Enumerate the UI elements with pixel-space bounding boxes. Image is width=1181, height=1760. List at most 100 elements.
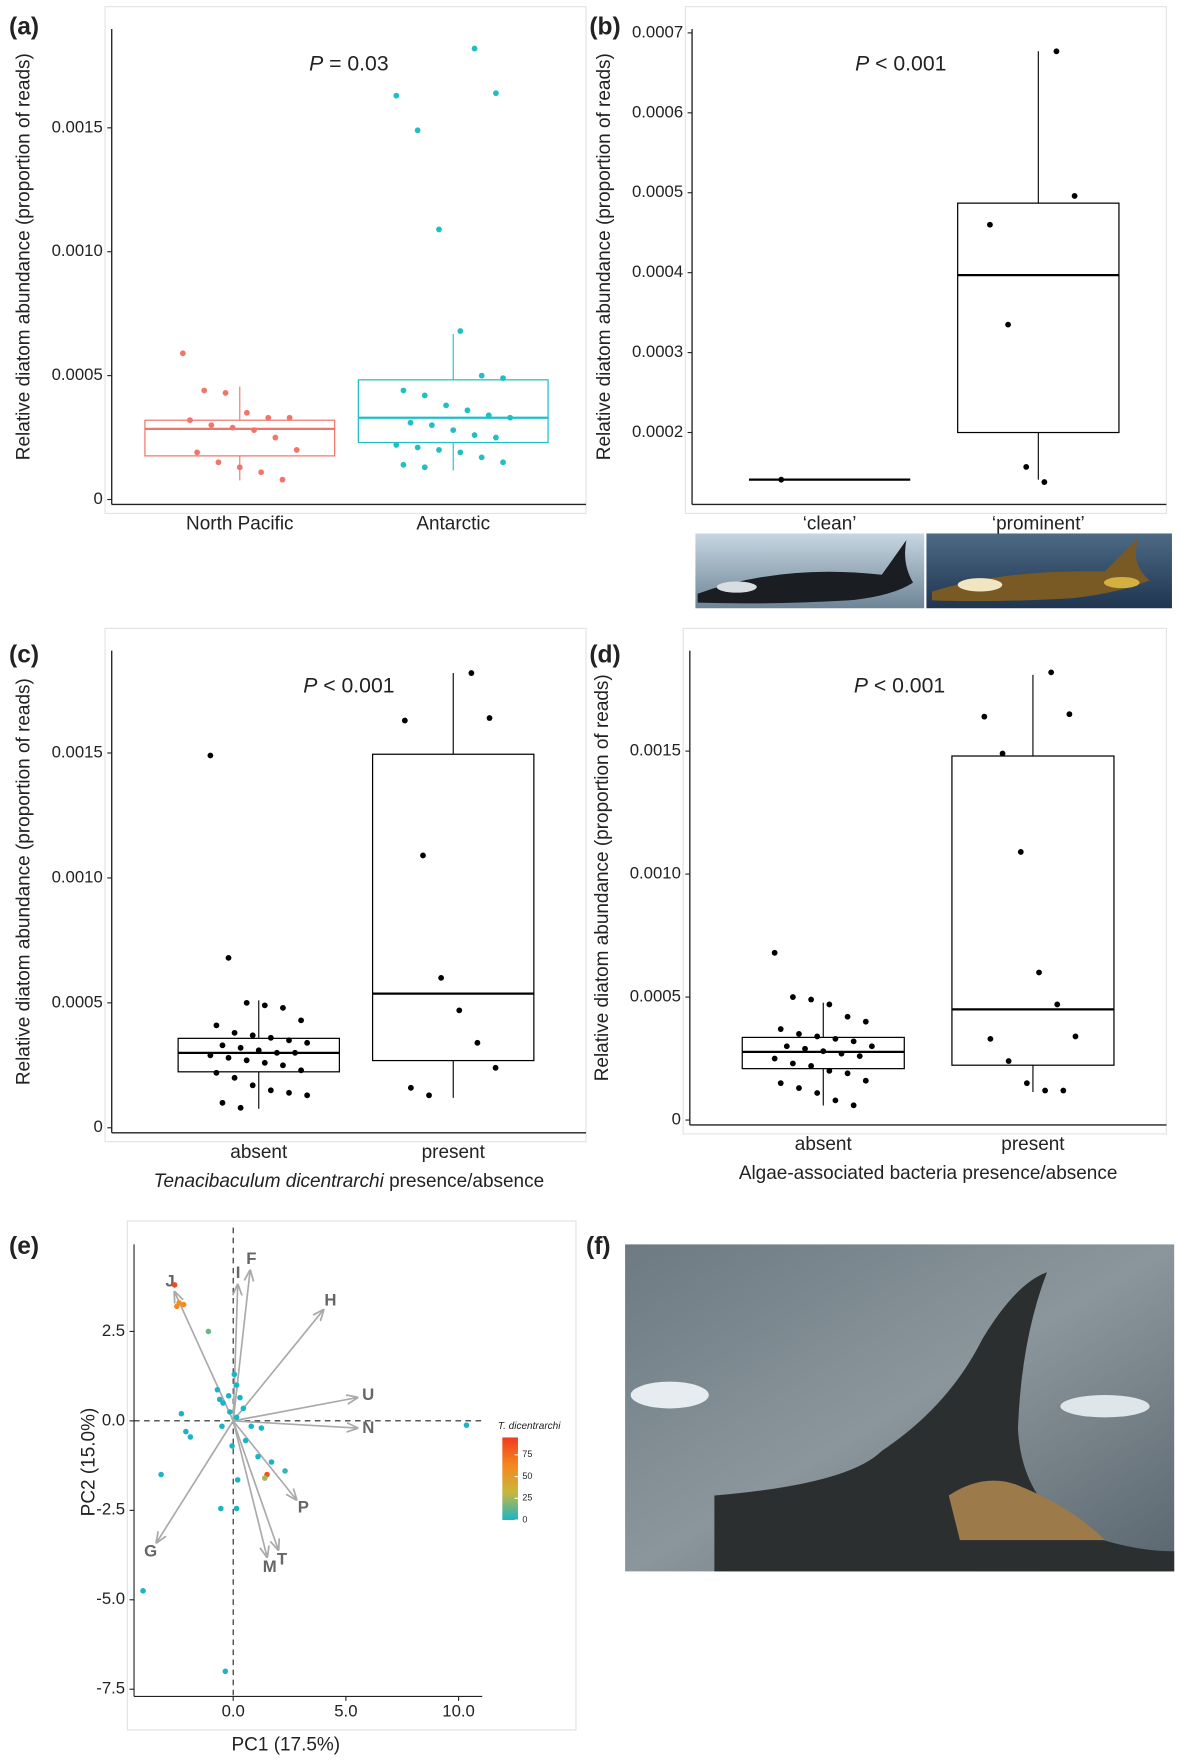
data-point bbox=[850, 1038, 857, 1045]
data-point bbox=[987, 1035, 994, 1042]
data-point bbox=[261, 1059, 268, 1066]
data-point bbox=[231, 1029, 238, 1036]
y-tick-label: 0.0015 bbox=[52, 742, 103, 761]
panel-label: (f) bbox=[586, 1233, 611, 1260]
data-point bbox=[777, 1080, 784, 1087]
colorbar-tick-label: 50 bbox=[522, 1471, 532, 1481]
data-point bbox=[1023, 1080, 1030, 1087]
data-point bbox=[443, 402, 450, 409]
data-point bbox=[219, 1099, 226, 1106]
data-point bbox=[814, 1090, 821, 1096]
y-tick-label: 0 bbox=[672, 1109, 681, 1128]
data-point bbox=[421, 392, 428, 399]
loading-label: U bbox=[362, 1385, 374, 1404]
data-point bbox=[789, 1060, 796, 1067]
data-point bbox=[814, 1033, 821, 1040]
data-point bbox=[393, 442, 400, 448]
x-tick-label: 0.0 bbox=[222, 1701, 245, 1720]
data-point bbox=[1005, 1058, 1012, 1064]
data-point bbox=[215, 459, 222, 466]
data-point bbox=[213, 1069, 220, 1076]
data-point bbox=[414, 444, 421, 451]
data-point bbox=[171, 1282, 178, 1288]
data-point bbox=[194, 449, 200, 456]
data-point bbox=[393, 92, 400, 99]
data-point bbox=[242, 1437, 249, 1444]
data-point bbox=[216, 1396, 223, 1403]
y-axis-label: Relative diatom abundance (proportion of… bbox=[594, 53, 615, 460]
data-point bbox=[237, 1394, 243, 1401]
loading-arrow bbox=[233, 1285, 238, 1421]
data-point bbox=[233, 1505, 240, 1512]
data-point bbox=[471, 45, 478, 52]
data-point bbox=[796, 1031, 802, 1037]
data-point bbox=[293, 447, 300, 453]
data-point bbox=[248, 1423, 255, 1430]
data-point bbox=[214, 1386, 221, 1393]
box bbox=[957, 202, 1120, 434]
data-point bbox=[249, 1082, 256, 1089]
loading-label: G bbox=[144, 1541, 157, 1560]
loading-label: F bbox=[246, 1249, 256, 1268]
x-tick-label: absent bbox=[795, 1134, 853, 1155]
data-point bbox=[808, 1063, 815, 1069]
y-tick-label: 2.5 bbox=[102, 1321, 125, 1340]
data-point bbox=[158, 1471, 164, 1478]
data-point bbox=[478, 372, 485, 379]
p-value: P < 0.001 bbox=[855, 52, 946, 75]
data-point bbox=[1017, 849, 1024, 855]
data-point bbox=[282, 1468, 288, 1474]
y-tick-label: 0 bbox=[93, 489, 102, 508]
box bbox=[177, 1037, 341, 1073]
data-point bbox=[1054, 1001, 1061, 1008]
data-point bbox=[474, 1039, 481, 1046]
data-point bbox=[286, 1037, 292, 1044]
data-point bbox=[428, 422, 435, 429]
data-point bbox=[1072, 1033, 1079, 1040]
p-value: P = 0.03 bbox=[309, 52, 389, 75]
data-point bbox=[180, 1301, 187, 1308]
data-point bbox=[222, 1668, 229, 1675]
data-point bbox=[856, 1053, 863, 1060]
data-point bbox=[492, 1064, 499, 1071]
x-label-text: Algae-associated bacteria presence/absen… bbox=[739, 1163, 1118, 1184]
data-point bbox=[1053, 48, 1060, 55]
data-point bbox=[174, 1303, 180, 1310]
loading-arrow bbox=[232, 1420, 296, 1500]
data-point bbox=[243, 409, 250, 416]
y-tick-label: 0.0005 bbox=[52, 365, 103, 384]
p-text: = 0.03 bbox=[323, 52, 388, 75]
colorbar-tick-label: 0 bbox=[522, 1514, 527, 1524]
p-text: < 0.001 bbox=[869, 52, 946, 75]
data-point bbox=[401, 717, 408, 724]
data-point bbox=[233, 1382, 240, 1388]
p-value: P < 0.001 bbox=[303, 674, 394, 697]
data-point bbox=[783, 1043, 790, 1050]
data-point bbox=[261, 1475, 268, 1481]
y-axis-label: Relative diatom abundance (proportion of… bbox=[14, 53, 35, 460]
data-point bbox=[456, 1007, 463, 1014]
x-label-italic: Tenacibaculum dicentrarchi bbox=[154, 1171, 385, 1192]
data-point bbox=[213, 1022, 220, 1029]
colorbar bbox=[502, 1437, 518, 1521]
data-point bbox=[249, 1032, 256, 1039]
box bbox=[357, 379, 549, 444]
data-point bbox=[225, 1393, 232, 1399]
data-point bbox=[304, 1039, 311, 1046]
data-point bbox=[1036, 969, 1042, 976]
loading-arrow bbox=[175, 1292, 234, 1422]
data-point bbox=[850, 1102, 857, 1109]
data-point bbox=[292, 1049, 298, 1056]
data-point bbox=[267, 1034, 274, 1041]
y-tick-label: 0.0005 bbox=[52, 992, 103, 1011]
plot-frame bbox=[682, 627, 1167, 1135]
data-point bbox=[273, 1049, 280, 1056]
x-tick-label: 5.0 bbox=[334, 1701, 357, 1720]
p-symbol: P bbox=[854, 674, 868, 697]
data-point bbox=[240, 1405, 247, 1412]
photo-prominent bbox=[926, 533, 1172, 609]
data-point bbox=[140, 1588, 146, 1594]
data-point bbox=[207, 1052, 214, 1059]
data-point bbox=[457, 328, 464, 334]
x-tick-label: 10.0 bbox=[442, 1701, 475, 1720]
